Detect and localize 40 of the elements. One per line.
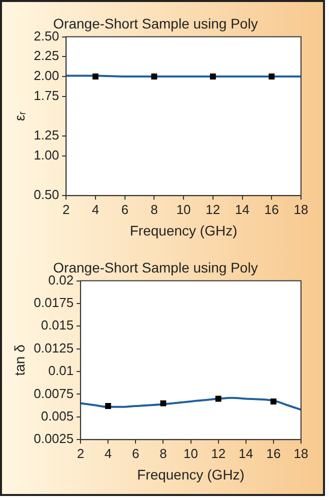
x-tick-label: 4	[104, 446, 112, 461]
y-tick-label: 1.75	[34, 88, 60, 103]
y-tick-label: 0.0125	[34, 340, 74, 356]
x-tick-label: 2	[76, 446, 84, 461]
y-tick-label: 0.015	[41, 318, 74, 333]
x-tick-label: 18	[294, 446, 308, 461]
x-tick-label: 12	[211, 446, 226, 461]
point	[105, 403, 112, 409]
line-series	[80, 396, 301, 411]
y-tick-label: 0.50	[34, 187, 60, 202]
y-tick-label: 2.00	[34, 68, 60, 84]
point	[215, 396, 222, 402]
x-tick-label: 16	[266, 446, 281, 461]
y-tick-label: 1.00	[34, 147, 60, 162]
point	[270, 398, 276, 404]
y-tick-label: 0.0025	[34, 431, 74, 446]
x-tick-label: 12	[206, 202, 220, 217]
y-tick-label: 2.25	[34, 48, 60, 64]
x-tick-label: 18	[294, 202, 308, 217]
x-tick-label: 14	[238, 446, 254, 461]
x-tick-label: 4	[92, 202, 100, 217]
x-axis-title: Frequency (GHz)	[130, 222, 238, 238]
y-tick-label: 0.0175	[34, 295, 74, 310]
x-tick-label: 10	[176, 202, 191, 217]
y-tick-label: 0.0075	[34, 386, 74, 401]
x-tick-label: 14	[235, 202, 250, 217]
x-tick-label: 10	[184, 446, 198, 461]
x-tick-label: 6	[132, 446, 140, 461]
y-tick-label: 0.005	[41, 408, 74, 424]
y-tick-label: 1.25	[34, 128, 60, 143]
x-tick-label: 8	[160, 446, 167, 461]
point	[160, 400, 166, 406]
x-tick-label: 16	[264, 202, 279, 217]
x-tick-label: 6	[121, 202, 128, 217]
y-axis-title: εᵣ	[11, 110, 28, 122]
y-axis-title: tan δ	[11, 344, 28, 376]
y-tick-label: 0.01	[48, 363, 74, 378]
x-axis-title: Frequency (GHz)	[137, 466, 244, 482]
x-tick-label: 8	[150, 202, 158, 217]
x-tick-label: 2	[62, 202, 70, 217]
